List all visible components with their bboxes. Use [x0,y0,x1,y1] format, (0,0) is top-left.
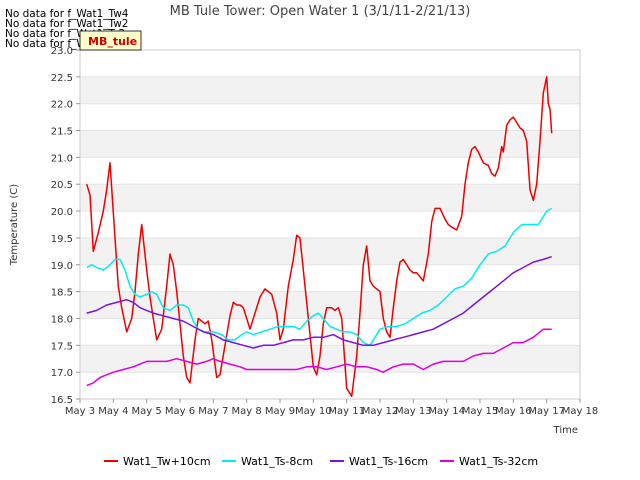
legend-label: Wat1_Tw+10cm [123,455,211,468]
y-tick-label: 17.0 [51,368,73,379]
x-tick-label: May 15 [462,406,499,417]
x-tick-label: May 14 [428,406,465,417]
y-tick-label: 19.5 [51,234,73,245]
series-lines [85,76,553,398]
y-axis: 16.5 17.0 17.5 18.0 18.5 19.0 19.5 20.0 20.5 21.0… [51,46,80,406]
y-tick-label: 21.5 [51,127,73,138]
legend: Wat1_Tw+10cm Wat1_Ts-8cm Wat1_Ts-16cm Wat1_… [104,455,538,468]
series-line-Wat1_Ts-16cm [86,255,552,349]
x-tick-label: May 11 [328,406,365,417]
y-tick-label: 17.5 [51,341,73,352]
legend-label: Wat1_Ts-8cm [241,455,313,468]
no-data-message: No data for f_Wat1_Ts2 [5,28,126,40]
y-axis-title: Temperature (C) [9,184,20,266]
x-tick-label: May 7 [198,406,228,417]
x-tick-label: May 10 [295,406,332,417]
background-band [80,184,580,212]
chart-title: MB Tule Tower: Open Water 1 (3/1/11-2/21… [170,4,471,19]
x-tick-label: May 8 [232,406,262,417]
y-tick-label: 22.5 [51,73,73,84]
y-tick-label: 22.0 [51,100,73,111]
y-tick-label: 18.5 [51,288,73,299]
no-data-message: No data for f_Wat1_Tw6 [5,38,129,50]
badge-box [79,30,142,51]
x-tick-label: May 6 [165,406,195,417]
background-band [80,345,580,373]
y-tick-label: 21.0 [51,153,73,164]
x-tick-label: May 4 [98,406,128,417]
background-band [80,76,580,104]
y-tick-label: 20.0 [51,207,73,218]
legend-label: Wat1_Ts-16cm [349,455,428,468]
series-line-Wat1_Ts-8cm [86,207,553,347]
y-tick-label: 18.0 [51,314,73,325]
y-tick-label: 20.5 [51,180,73,191]
x-tick-label: May 17 [528,406,565,417]
series-line-Wat1_Ts-32cm [86,328,552,387]
y-tick-label: 23.0 [51,46,73,57]
x-tick-label: May 9 [265,406,295,417]
x-tick-label: May 5 [132,406,162,417]
x-tick-label: May 16 [495,406,532,417]
series-line-Wat1_Tw+10cm [85,76,553,398]
background-band [80,130,580,158]
y-tick-label: 16.5 [51,395,73,406]
legend-label: Wat1_Ts-32cm [459,455,538,468]
no-data-message: No data for f_Wat1_Tw4 [5,8,129,20]
x-tick-label: May 12 [362,406,399,417]
x-tick-label: May 18 [562,406,599,417]
plot-frame [79,49,581,400]
x-axis-title: Time [553,425,578,436]
badge: MB_tule [79,30,142,51]
no-data-message: No data for f_Wat1_Tw2 [5,18,129,30]
x-axis: May 3 May 4 May 5 May 6 May 7 May 8 May 9 May 1… [65,399,598,417]
background-band [80,237,580,265]
background-band [80,291,580,319]
x-tick-label: May 13 [395,406,432,417]
x-tick-label: May 3 [65,406,95,417]
y-tick-label: 19.0 [51,261,73,272]
badge-label: MB_tule [88,35,137,48]
